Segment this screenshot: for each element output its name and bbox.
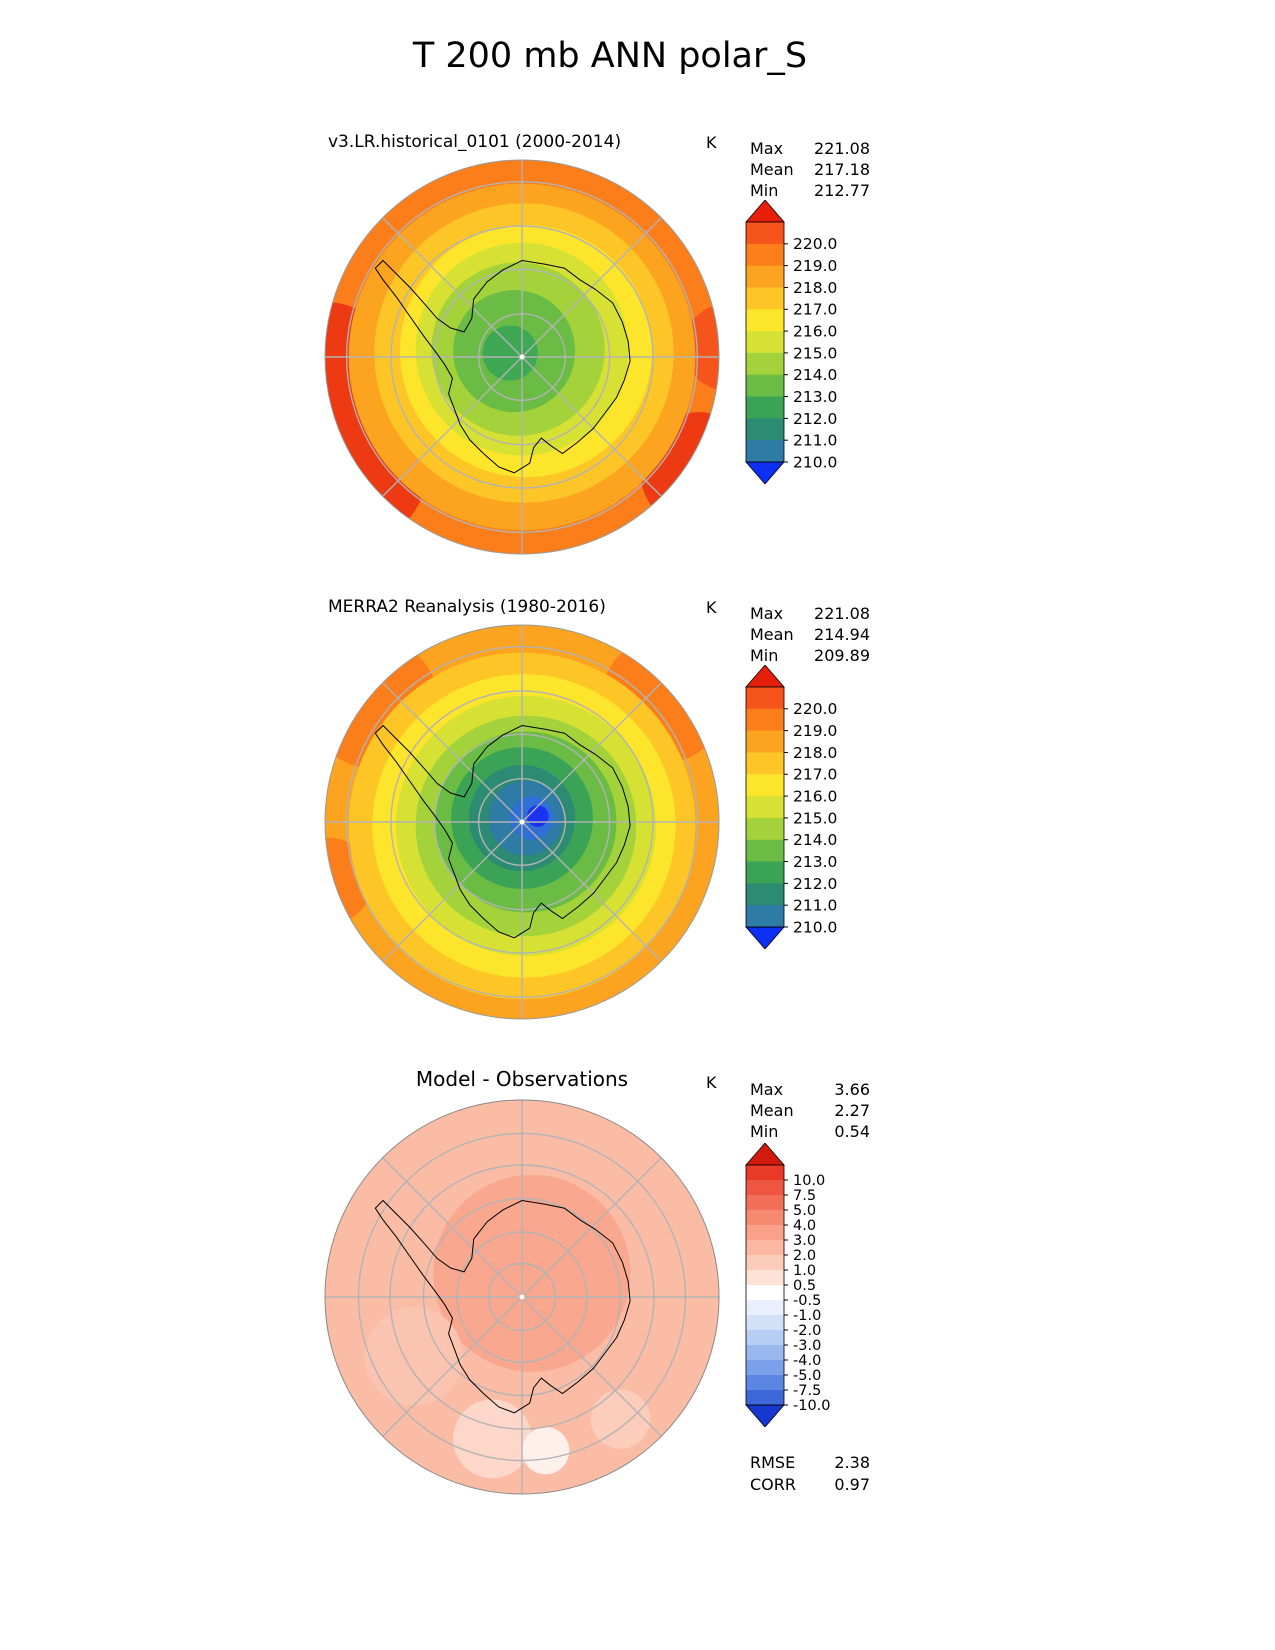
svg-text:217.0: 217.0	[793, 301, 837, 319]
stat-value: 0.54	[834, 1122, 870, 1141]
metric-row: RMSE 2.38	[750, 1452, 870, 1474]
svg-text:216.0: 216.0	[793, 788, 837, 806]
svg-text:220.0: 220.0	[793, 700, 837, 718]
svg-text:10.0: 10.0	[793, 1173, 825, 1189]
svg-text:220.0: 220.0	[793, 235, 837, 253]
units-label: K	[706, 133, 717, 152]
svg-text:211.0: 211.0	[793, 897, 837, 915]
svg-text:5.0: 5.0	[793, 1203, 816, 1219]
stat-row: Min 0.54	[750, 1121, 870, 1142]
panel-title: MERRA2 Reanalysis (1980-2016)	[328, 597, 606, 617]
svg-text:212.0: 212.0	[793, 875, 837, 893]
svg-text:-5.0: -5.0	[793, 1368, 821, 1384]
panel-difference: Model - Observations K Max 3.66 Mean 2.2…	[0, 1063, 1275, 1533]
stat-value: 2.27	[834, 1101, 870, 1120]
svg-text:1.0: 1.0	[793, 1263, 816, 1279]
stat-row: Min 212.77	[750, 180, 870, 201]
polar-map	[324, 624, 720, 1020]
svg-text:219.0: 219.0	[793, 722, 837, 740]
stat-label: Max	[750, 139, 784, 158]
stat-value: 209.89	[814, 646, 870, 665]
units-label: K	[706, 1073, 717, 1092]
svg-text:215.0: 215.0	[793, 809, 837, 827]
svg-text:213.0: 213.0	[793, 853, 837, 871]
svg-text:7.5: 7.5	[793, 1188, 816, 1204]
svg-text:0.5: 0.5	[793, 1278, 816, 1294]
metric-value: 0.97	[834, 1475, 870, 1494]
svg-text:216.0: 216.0	[793, 323, 837, 341]
stat-label: Min	[750, 646, 779, 665]
panel-title: v3.LR.historical_0101 (2000-2014)	[328, 132, 622, 152]
svg-text:218.0: 218.0	[793, 744, 837, 762]
metric-label: CORR	[750, 1475, 796, 1494]
stat-row: Min 209.89	[750, 645, 870, 666]
stat-row: Max 221.08	[750, 138, 870, 159]
svg-text:214.0: 214.0	[793, 366, 837, 384]
svg-text:212.0: 212.0	[793, 410, 837, 428]
stat-value: 212.77	[814, 181, 870, 200]
stat-label: Min	[750, 1122, 779, 1141]
svg-text:-4.0: -4.0	[793, 1353, 821, 1369]
svg-text:2.0: 2.0	[793, 1248, 816, 1264]
svg-text:215.0: 215.0	[793, 344, 837, 362]
stat-row: Mean 217.18	[750, 159, 870, 180]
colorbar: 220.0 219.0 218.0 217.0 216.0 215.0 214.0 213.0…	[745, 665, 837, 949]
svg-text:214.0: 214.0	[793, 831, 837, 849]
panel-reference: MERRA2 Reanalysis (1980-2016) K Max 221.…	[0, 590, 1275, 1055]
stat-label: Max	[750, 604, 784, 623]
metric-label: RMSE	[750, 1453, 796, 1472]
stat-value: 221.08	[814, 604, 870, 623]
stat-label: Max	[750, 1080, 784, 1099]
stat-value: 214.94	[814, 625, 870, 644]
stat-row: Mean 2.27	[750, 1100, 870, 1121]
svg-text:-10.0: -10.0	[793, 1398, 831, 1414]
stat-value: 217.18	[814, 160, 870, 179]
svg-text:-3.0: -3.0	[793, 1338, 821, 1354]
svg-text:-2.0: -2.0	[793, 1323, 821, 1339]
svg-text:219.0: 219.0	[793, 257, 837, 275]
svg-text:210.0: 210.0	[793, 918, 837, 936]
panel-model: v3.LR.historical_0101 (2000-2014) K Max …	[0, 125, 1275, 590]
colorbar: 220.0 219.0 218.0 217.0 216.0 215.0 214.0 213.0…	[745, 200, 837, 484]
stat-value: 3.66	[834, 1080, 870, 1099]
stat-row: Mean 214.94	[750, 624, 870, 645]
stat-label: Mean	[750, 1101, 794, 1120]
colorbar: 10.07.55.04.03.02.01.00.5-0.5-1.0-2.0-3.…	[745, 1143, 831, 1427]
svg-text:3.0: 3.0	[793, 1233, 816, 1249]
units-label: K	[706, 598, 717, 617]
stats-block: Max 3.66 Mean 2.27 Min 0.54	[750, 1079, 870, 1142]
stat-value: 221.08	[814, 139, 870, 158]
polar-map	[324, 159, 720, 555]
svg-text:213.0: 213.0	[793, 388, 837, 406]
stat-label: Mean	[750, 625, 794, 644]
svg-text:217.0: 217.0	[793, 766, 837, 784]
stat-row: Max 3.66	[750, 1079, 870, 1100]
svg-text:210.0: 210.0	[793, 453, 837, 471]
panel-title: Model - Observations	[415, 1067, 629, 1091]
stat-label: Mean	[750, 160, 794, 179]
svg-text:218.0: 218.0	[793, 279, 837, 297]
metric-row: CORR 0.97	[750, 1474, 870, 1496]
stats-block: Max 221.08 Mean 217.18 Min 212.77	[750, 138, 870, 201]
polar-map	[324, 1099, 720, 1495]
svg-text:211.0: 211.0	[793, 432, 837, 450]
svg-text:-1.0: -1.0	[793, 1308, 821, 1324]
figure-title: T 200 mb ANN polar_S	[412, 36, 808, 76]
stat-label: Min	[750, 181, 779, 200]
stat-row: Max 221.08	[750, 603, 870, 624]
svg-text:-0.5: -0.5	[793, 1293, 821, 1309]
metric-value: 2.38	[834, 1453, 870, 1472]
stats-block: Max 221.08 Mean 214.94 Min 209.89	[750, 603, 870, 666]
metrics-block: RMSE 2.38 CORR 0.97	[750, 1452, 870, 1496]
svg-text:4.0: 4.0	[793, 1218, 816, 1234]
svg-text:-7.5: -7.5	[793, 1383, 821, 1399]
